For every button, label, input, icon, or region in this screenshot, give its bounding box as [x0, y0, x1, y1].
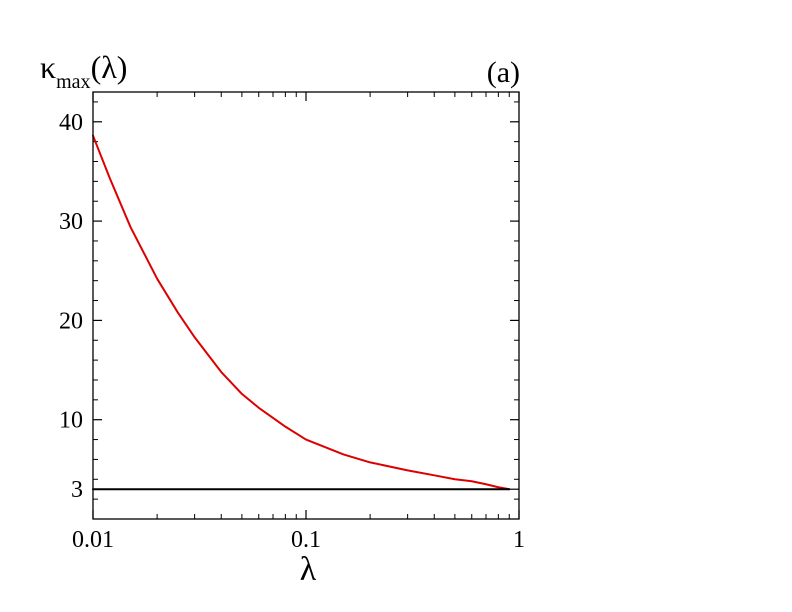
x-tick-label: 0.01 [72, 527, 114, 553]
y-tick-label: 40 [59, 110, 83, 136]
y-tick-label: 3 [71, 477, 83, 503]
x-tick-label: 1 [513, 527, 525, 553]
x-axis-label: λ [300, 551, 317, 588]
tick-marks [92, 92, 520, 519]
panel-label: (a) [487, 56, 520, 89]
series-layer [92, 134, 511, 491]
y-axis-label-argument: (λ) [91, 49, 128, 85]
y-tick-label: 20 [59, 308, 83, 334]
y-axis-label-symbol: κ [40, 49, 56, 85]
plot-frame [92, 91, 520, 520]
tick-labels: 3 10 20 30 40 0.01 0.1 1 [59, 110, 525, 553]
x-tick-label: 0.1 [291, 527, 321, 553]
y-axis-label: κmax(λ) [40, 49, 127, 93]
y-tick-label: 30 [59, 209, 83, 235]
y-axis-label-subscript: max [56, 71, 90, 93]
y-tick-label: 10 [59, 408, 83, 434]
series-line-red [92, 134, 511, 491]
